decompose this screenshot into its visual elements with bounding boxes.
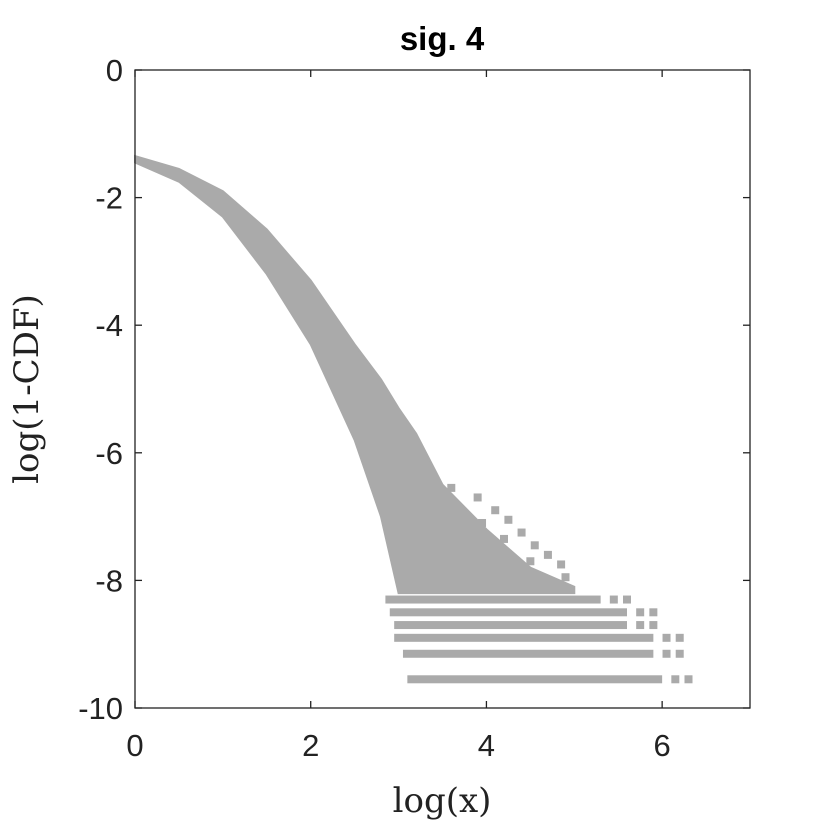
tail-point: [636, 608, 645, 617]
tail-point: [675, 633, 684, 642]
x-axis-label: log(x): [393, 781, 492, 821]
y-tick-label: -4: [95, 308, 123, 343]
data-point: [530, 541, 539, 550]
ticks-layer: 0 2 4 6 0 -2 -4 -6 -8 -10: [78, 53, 750, 763]
tail-point: [649, 608, 658, 617]
data-point: [517, 528, 526, 537]
data-point: [526, 557, 535, 566]
data-point: [543, 550, 552, 559]
tail-level-4: [402, 649, 654, 658]
tail-level-1: [389, 608, 627, 617]
data-layer: [134, 154, 693, 684]
data-point: [447, 483, 456, 492]
data-point: [557, 560, 566, 569]
tail-point: [636, 621, 645, 630]
tail-level-2: [394, 621, 627, 630]
x-tick-label: 2: [302, 728, 319, 763]
tail-point: [671, 675, 680, 684]
tail-level-3: [394, 633, 654, 642]
data-point: [504, 515, 513, 524]
tail-point: [623, 595, 631, 604]
tail-point: [675, 649, 684, 658]
plot-frame: [134, 69, 751, 709]
data-point: [478, 518, 487, 527]
y-axis-label: log(1-CDF): [7, 294, 47, 484]
data-point: [561, 573, 570, 582]
x-tick-label: 4: [478, 728, 495, 763]
tail-point: [662, 633, 671, 642]
chart-title: sig. 4: [400, 20, 485, 57]
data-band: [134, 154, 576, 595]
y-tick-label: -2: [95, 181, 123, 216]
y-tick-label: -6: [95, 436, 123, 471]
data-point: [500, 534, 508, 543]
tail-point: [609, 595, 618, 604]
y-tick-label: 0: [106, 53, 123, 88]
x-tick-label: 0: [126, 728, 143, 763]
x-tick-label: 6: [654, 728, 671, 763]
data-point: [473, 493, 482, 502]
tail-point: [662, 649, 671, 658]
y-tick-label: -8: [95, 563, 123, 598]
y-tick-label: -10: [78, 691, 123, 726]
tail-point: [684, 675, 693, 684]
tail-level-5: [407, 675, 663, 684]
tail-level-0: [385, 595, 601, 604]
data-point: [491, 506, 500, 515]
tail-point: [649, 621, 658, 630]
